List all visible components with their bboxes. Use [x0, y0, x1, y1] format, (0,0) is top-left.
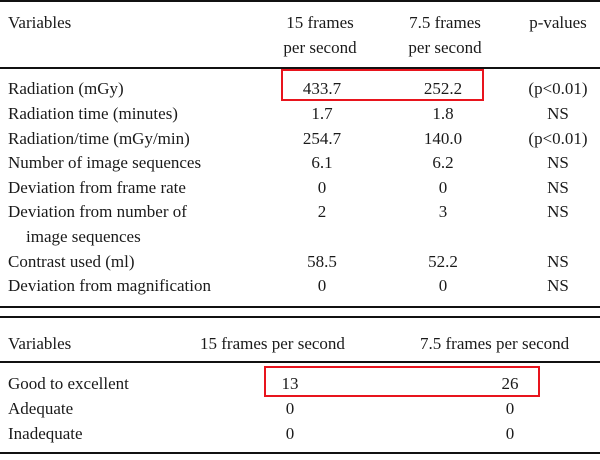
highlight-box-good-to-excellent: [264, 366, 540, 397]
row-label-line2: image sequences: [26, 227, 141, 246]
row-label: Number of image sequences: [8, 153, 202, 172]
row-label: Contrast used (ml): [8, 252, 135, 271]
row-label: Radiation time (minutes): [8, 104, 178, 123]
cell-7fps: 6.2: [432, 153, 454, 172]
cell-p: (p<0.01): [528, 129, 588, 148]
row-label: Adequate: [8, 399, 74, 418]
cell-p: NS: [547, 104, 569, 123]
header-variables: Variables: [8, 13, 72, 32]
row-label: Radiation/time (mGy/min): [8, 129, 190, 148]
header-7fps-line1: 7.5 frames: [409, 13, 481, 32]
cell-7fps: 140.0: [423, 129, 463, 148]
bottom-rule: [0, 306, 600, 308]
cell-15fps: 254.7: [302, 129, 342, 148]
cell-7fps: 1.8: [432, 104, 454, 123]
row-label: Good to excellent: [8, 374, 129, 393]
cell-7fps: 3: [438, 202, 448, 221]
cell-p: NS: [547, 178, 569, 197]
cell-15fps: 0: [317, 178, 327, 197]
row-label: Radiation (mGy): [8, 79, 124, 98]
cell-7fps: 0: [505, 424, 515, 443]
bottom-rule: [0, 452, 600, 454]
cell-15fps: 0: [285, 399, 295, 418]
cell-15fps: 433.7: [302, 79, 342, 98]
cell-7fps: 252.2: [423, 79, 463, 98]
cell-7fps: 26: [501, 374, 519, 393]
cell-15fps: 1.7: [311, 104, 333, 123]
cell-p: NS: [547, 276, 569, 295]
header-rule: [0, 67, 600, 69]
cell-15fps: 58.5: [307, 252, 337, 271]
header-variables: Variables: [8, 334, 72, 353]
highlight-box-radiation: [281, 69, 484, 101]
cell-p: NS: [547, 153, 569, 172]
cell-15fps: 0: [317, 276, 327, 295]
header-15fps-line2: per second: [283, 38, 357, 57]
cell-7fps: 0: [505, 399, 515, 418]
cell-15fps: 2: [317, 202, 327, 221]
header-7fps-line2: per second: [408, 38, 482, 57]
row-label: Deviation from magnification: [8, 276, 211, 295]
top-rule: [0, 0, 600, 2]
row-label-line1: Deviation from number of: [8, 202, 187, 221]
cell-p: (p<0.01): [528, 79, 588, 98]
cell-15fps: 13: [281, 374, 299, 393]
cell-p: NS: [547, 202, 569, 221]
header-rule: [0, 361, 600, 363]
cell-7fps: 0: [438, 276, 448, 295]
cell-7fps: 0: [438, 178, 448, 197]
row-label: Deviation from frame rate: [8, 178, 186, 197]
cell-p: NS: [547, 252, 569, 271]
header-15fps: 15 frames per second: [200, 334, 345, 353]
cell-15fps: 0: [285, 424, 295, 443]
header-15fps-line1: 15 frames: [286, 13, 354, 32]
header-p-values: p-values: [529, 13, 587, 32]
row-label: Inadequate: [8, 424, 83, 443]
cell-15fps: 6.1: [311, 153, 333, 172]
header-7fps: 7.5 frames per second: [420, 334, 570, 353]
cell-7fps: 52.2: [428, 252, 458, 271]
separator-rule: [0, 316, 600, 318]
